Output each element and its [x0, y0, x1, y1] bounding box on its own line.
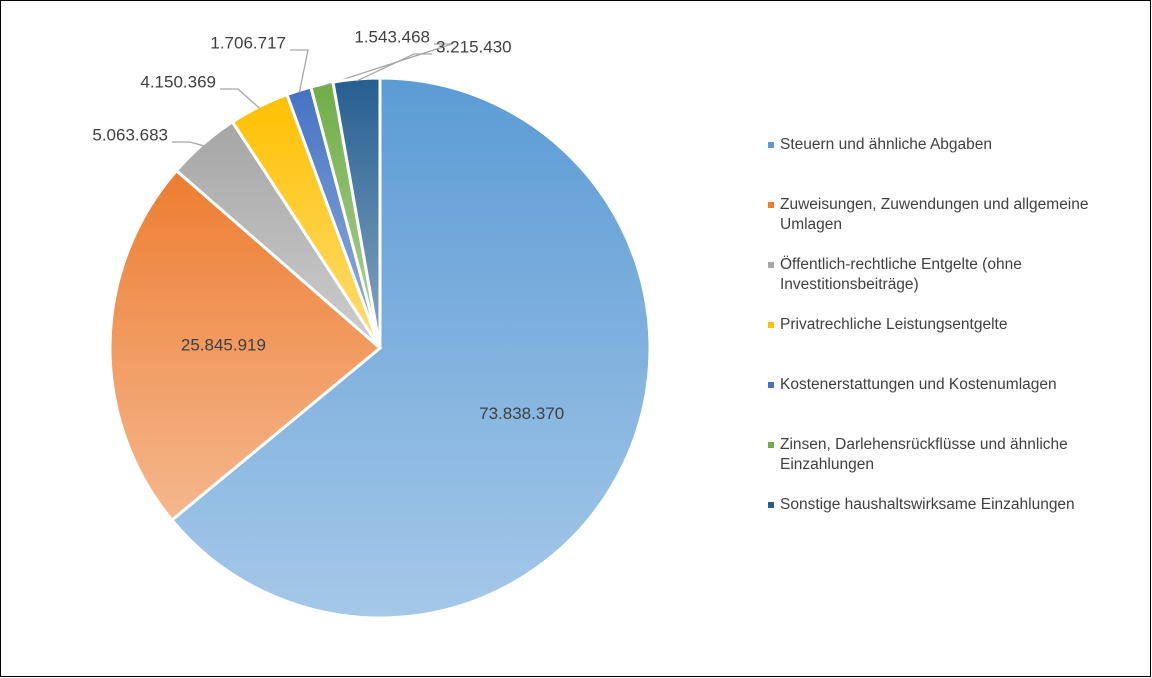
legend-item: Öffentlich-rechtliche Entgelte (ohne Inv…: [768, 255, 1148, 315]
data-label: 1.543.468: [354, 27, 430, 46]
legend-swatch: [768, 502, 774, 508]
legend-item: Zuweisungen, Zuwendungen und allgemeine …: [768, 195, 1148, 255]
legend-label: Öffentlich-rechtliche Entgelte (ohne Inv…: [780, 256, 1022, 293]
legend-item: Zinsen, Darlehensrückflüsse und ähnliche…: [768, 435, 1148, 495]
leader-line: [322, 43, 453, 87]
legend-label: Zuweisungen, Zuwendungen und allgemeine …: [780, 196, 1089, 233]
leader-line: [172, 141, 205, 147]
pie-slice: [169, 76, 652, 620]
legend-label: Kostenerstattungen und Kostenumlagen: [780, 376, 1057, 393]
legend-item: Sonstige haushaltswirksame Einzahlungen: [768, 495, 1148, 555]
data-label: 1.706.717: [210, 33, 286, 52]
legend-swatch: [768, 322, 774, 328]
leader-line: [220, 88, 261, 109]
legend-swatch: [768, 382, 774, 388]
data-label: 3.215.430: [436, 37, 512, 56]
data-label: 25.845.919: [181, 335, 266, 354]
pie-slice: [331, 76, 382, 349]
data-label: 5.063.683: [92, 125, 168, 144]
leader-line: [356, 53, 432, 82]
legend-swatch: [768, 262, 774, 268]
legend-item: Steuern und ähnliche Abgaben: [768, 135, 1148, 195]
legend-label: Sonstige haushaltswirksame Einzahlungen: [780, 496, 1075, 513]
legend: Steuern und ähnliche Abgaben Zuweisungen,…: [768, 135, 1148, 555]
data-label: 4.150.369: [140, 72, 216, 91]
legend-label: Zinsen, Darlehensrückflüsse und ähnliche…: [780, 436, 1068, 473]
legend-item: Kostenerstattungen und Kostenumlagen: [768, 375, 1148, 435]
data-label: 73.838.370: [479, 404, 564, 423]
legend-item: Privatrechliche Leistungsentgelte: [768, 315, 1148, 375]
legend-label: Steuern und ähnliche Abgaben: [780, 136, 993, 153]
legend-swatch: [768, 442, 774, 448]
legend-label: Privatrechliche Leistungsentgelte: [780, 316, 1008, 333]
legend-swatch: [768, 142, 774, 148]
legend-swatch: [768, 202, 774, 208]
pie-slice: [108, 168, 383, 523]
leader-line: [290, 49, 309, 93]
